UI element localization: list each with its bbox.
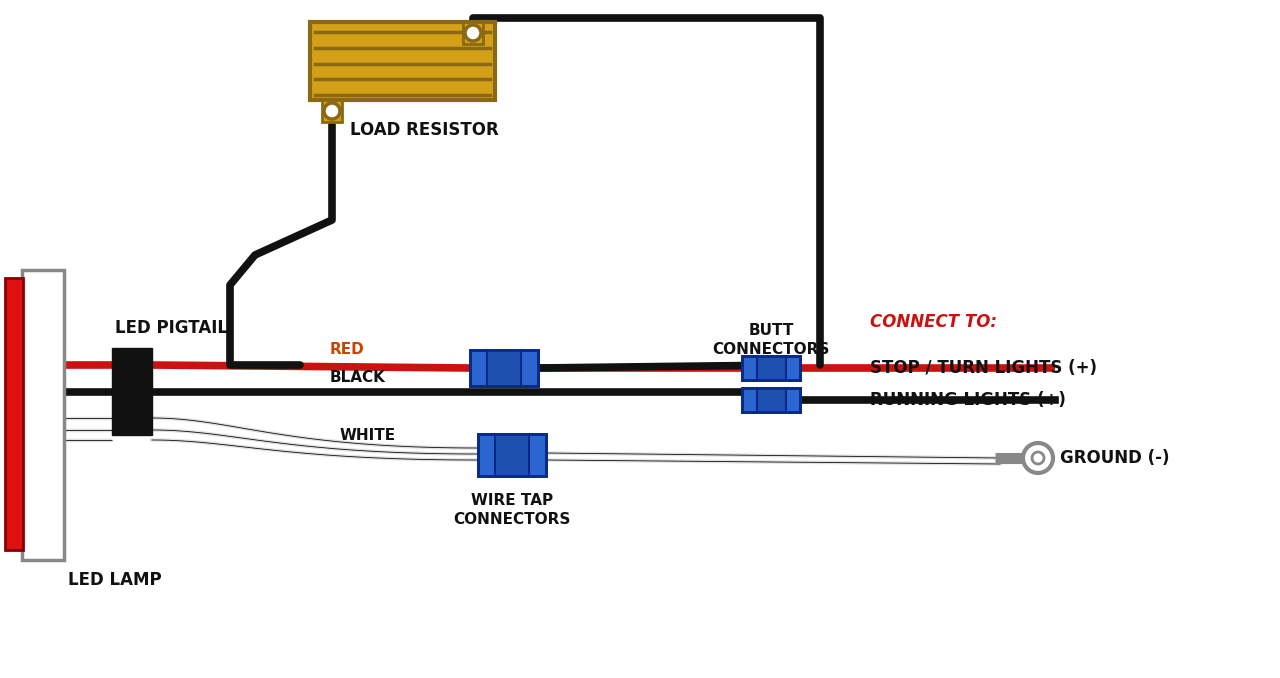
Text: CONNECT TO:: CONNECT TO: (870, 313, 997, 331)
Bar (477, 434, 547, 476)
Bar (310, 22, 495, 100)
Bar (742, 356, 800, 380)
Text: WHITE: WHITE (340, 428, 396, 443)
Bar (486, 350, 521, 386)
Bar (742, 388, 800, 412)
Text: GROUND (-): GROUND (-) (1060, 449, 1170, 467)
Circle shape (465, 25, 481, 41)
Bar (22, 270, 64, 560)
Circle shape (1023, 443, 1053, 473)
Bar (742, 388, 800, 412)
Bar (463, 22, 483, 44)
Bar (5, 278, 23, 550)
Bar (477, 434, 547, 476)
Bar (495, 434, 529, 476)
Circle shape (1032, 452, 1044, 464)
Bar (323, 100, 342, 122)
Text: LED PIGTAIL: LED PIGTAIL (115, 319, 228, 337)
Bar (756, 356, 786, 380)
Bar (470, 350, 538, 386)
Text: RUNNING LIGHTS (+): RUNNING LIGHTS (+) (870, 391, 1066, 409)
Bar (470, 350, 538, 386)
Text: LOAD RESISTOR: LOAD RESISTOR (349, 121, 499, 139)
Text: BUTT
CONNECTORS: BUTT CONNECTORS (712, 323, 829, 357)
Text: RED: RED (330, 342, 365, 357)
Bar (113, 348, 152, 435)
Text: BLACK: BLACK (330, 370, 385, 386)
Text: WIRE TAP
CONNECTORS: WIRE TAP CONNECTORS (453, 493, 571, 527)
Bar (742, 356, 800, 380)
Text: LED LAMP: LED LAMP (68, 571, 161, 589)
Circle shape (324, 103, 340, 119)
Bar (756, 388, 786, 412)
Text: STOP / TURN LIGHTS (+): STOP / TURN LIGHTS (+) (870, 359, 1097, 377)
